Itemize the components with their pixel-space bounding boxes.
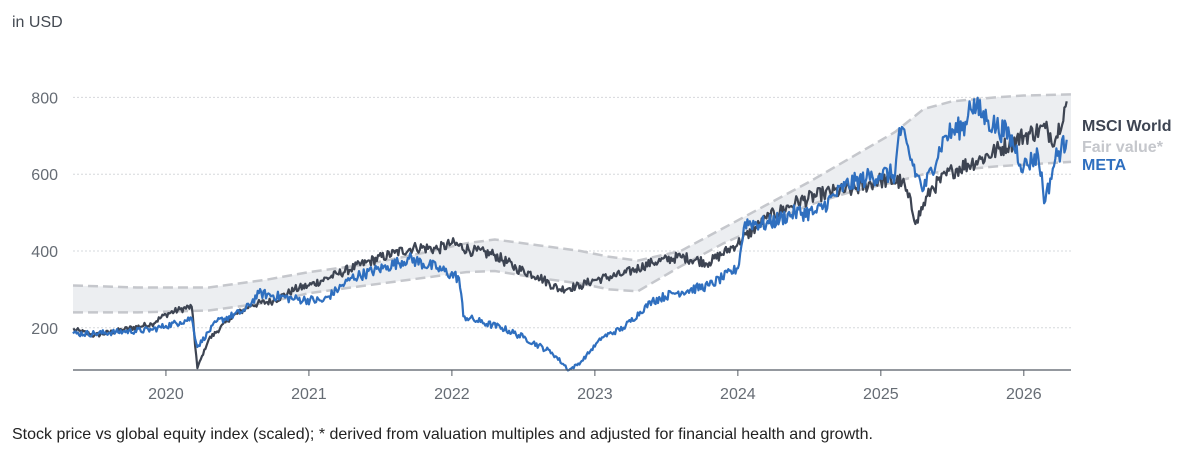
fair-value-lower-line bbox=[73, 160, 1072, 314]
x-tick-label-2024: 2024 bbox=[720, 386, 756, 403]
x-tick-label-2025: 2025 bbox=[863, 386, 899, 403]
legend-msci-world: MSCI World bbox=[1082, 118, 1171, 135]
x-tick-label-2021: 2021 bbox=[291, 386, 327, 403]
x-tick-label-2020: 2020 bbox=[148, 386, 184, 403]
legend-meta: META bbox=[1082, 157, 1127, 174]
x-tick-label-2022: 2022 bbox=[434, 386, 470, 403]
legend-fair-value: Fair value* bbox=[1082, 139, 1164, 156]
y-tick-label-400: 400 bbox=[31, 244, 58, 261]
msci-world-line bbox=[72, 101, 1068, 370]
fair-value-band bbox=[73, 94, 1071, 313]
y-tick-label-200: 200 bbox=[31, 321, 58, 338]
unit-label: in USD bbox=[12, 14, 63, 31]
x-axis-ticks: 2020 2021 2022 2023 2024 2025 2026 bbox=[148, 370, 1042, 403]
y-axis-ticks: 200 400 600 800 bbox=[31, 90, 58, 337]
x-tick-label-2026: 2026 bbox=[1006, 386, 1042, 403]
fair-value-upper-line bbox=[72, 93, 1072, 289]
y-tick-label-800: 800 bbox=[31, 90, 58, 107]
y-tick-label-600: 600 bbox=[31, 167, 58, 184]
x-tick-label-2023: 2023 bbox=[577, 386, 613, 403]
chart-caption: Stock price vs global equity index (scal… bbox=[12, 426, 873, 443]
